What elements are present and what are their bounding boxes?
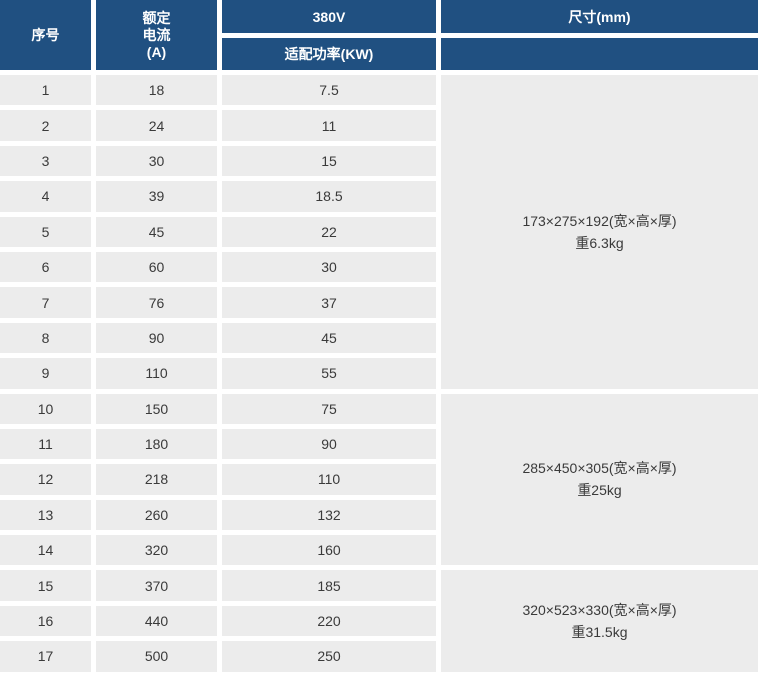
cell-power: 15 <box>222 145 436 177</box>
cell-current: 30 <box>96 145 217 177</box>
cell-current: 218 <box>96 464 217 495</box>
cell-serial: 17 <box>0 641 91 672</box>
cell-serial: 2 <box>0 110 91 141</box>
table-row: 5 45 22 <box>0 216 758 247</box>
cell-serial: 16 <box>0 605 91 637</box>
cell-serial: 3 <box>0 145 91 177</box>
cell-serial: 9 <box>0 358 91 389</box>
cell-current: 110 <box>96 358 217 389</box>
table-row: 2 24 11 <box>0 110 758 141</box>
cell-serial: 6 <box>0 251 91 283</box>
cell-power: 185 <box>222 570 436 601</box>
cell-power: 250 <box>222 641 436 672</box>
size-weight: 重31.5kg <box>571 624 628 641</box>
table-row: 3 30 15 <box>0 145 758 177</box>
table-row: 15 370 185 320×523×330(宽×高×厚) 重31.5kg <box>0 570 758 672</box>
cell-power: 7.5 <box>222 75 436 106</box>
table-row: 6 60 30 <box>0 251 758 283</box>
header-rated-current-line2: 电流 <box>142 26 171 43</box>
size-dimensions: 285×450×305(宽×高×厚) <box>522 460 677 477</box>
cell-current: 370 <box>96 570 217 601</box>
table-row: 10 150 75 285×450×305(宽×高×厚) 重25kg <box>0 393 758 566</box>
size-dimensions: 320×523×330(宽×高×厚) <box>522 602 677 619</box>
cell-power: 22 <box>222 216 436 247</box>
size-dimensions: 173×275×192(宽×高×厚) <box>522 212 677 229</box>
table-row: 17 500 250 <box>0 641 758 672</box>
cell-current: 260 <box>96 499 217 531</box>
cell-serial: 4 <box>0 181 91 212</box>
table-row: 4 39 18.5 <box>0 181 758 212</box>
cell-serial: 10 <box>0 393 91 424</box>
spec-table-body: 1 18 7.5 173×275×192(宽×高×厚) 重6.3kg 2 24 … <box>0 75 758 672</box>
header-rated-current-line1: 额定 <box>142 9 171 26</box>
table-row: 11 180 90 <box>0 428 758 460</box>
header-serial: 序号 <box>0 0 91 70</box>
cell-serial: 7 <box>0 287 91 318</box>
cell-current: 500 <box>96 641 217 672</box>
cell-current: 24 <box>96 110 217 141</box>
cell-power: 90 <box>222 428 436 460</box>
cell-power: 30 <box>222 251 436 283</box>
cell-serial: 15 <box>0 570 91 601</box>
cell-current: 180 <box>96 428 217 460</box>
cell-power: 75 <box>222 393 436 424</box>
cell-current: 76 <box>96 287 217 318</box>
cell-current: 150 <box>96 393 217 424</box>
size-weight: 重6.3kg <box>575 234 624 251</box>
cell-current: 45 <box>96 216 217 247</box>
table-row: 16 440 220 <box>0 605 758 637</box>
cell-power: 55 <box>222 358 436 389</box>
header-rated-current-line3: (A) <box>146 43 167 60</box>
table-row: 8 90 45 <box>0 322 758 354</box>
cell-current: 320 <box>96 535 217 566</box>
header-size: 尺寸(mm) <box>441 0 758 33</box>
table-row: 12 218 110 <box>0 464 758 495</box>
cell-current: 39 <box>96 181 217 212</box>
table-row: 1 18 7.5 173×275×192(宽×高×厚) 重6.3kg <box>0 75 758 389</box>
cell-power: 132 <box>222 499 436 531</box>
cell-power: 37 <box>222 287 436 318</box>
table-row: 13 260 132 <box>0 499 758 531</box>
table-row: 9 110 55 <box>0 358 758 389</box>
cell-current: 440 <box>96 605 217 637</box>
header-rated-current: 额定 电流 (A) <box>96 0 217 70</box>
cell-size-group-2: 285×450×305(宽×高×厚) 重25kg <box>441 393 758 566</box>
size-weight: 重25kg <box>577 482 622 499</box>
cell-serial: 12 <box>0 464 91 495</box>
header-size-empty <box>441 38 758 70</box>
spec-table-header: 序号 额定 电流 (A) 380V 尺寸(mm) 适配功率(KW) <box>0 0 758 70</box>
table-row: 7 76 37 <box>0 287 758 318</box>
cell-power: 18.5 <box>222 181 436 212</box>
cell-power: 11 <box>222 110 436 141</box>
header-power: 适配功率(KW) <box>222 38 436 70</box>
cell-serial: 5 <box>0 216 91 247</box>
cell-power: 160 <box>222 535 436 566</box>
cell-current: 60 <box>96 251 217 283</box>
cell-serial: 8 <box>0 322 91 354</box>
cell-serial: 1 <box>0 75 91 106</box>
cell-power: 45 <box>222 322 436 354</box>
cell-size-group-1: 173×275×192(宽×高×厚) 重6.3kg <box>441 75 758 389</box>
cell-serial: 14 <box>0 535 91 566</box>
cell-serial: 11 <box>0 428 91 460</box>
cell-current: 90 <box>96 322 217 354</box>
cell-current: 18 <box>96 75 217 106</box>
cell-size-group-3: 320×523×330(宽×高×厚) 重31.5kg <box>441 570 758 672</box>
cell-power: 110 <box>222 464 436 495</box>
header-voltage: 380V <box>222 0 436 33</box>
cell-serial: 13 <box>0 499 91 531</box>
cell-power: 220 <box>222 605 436 637</box>
table-row: 14 320 160 <box>0 535 758 566</box>
